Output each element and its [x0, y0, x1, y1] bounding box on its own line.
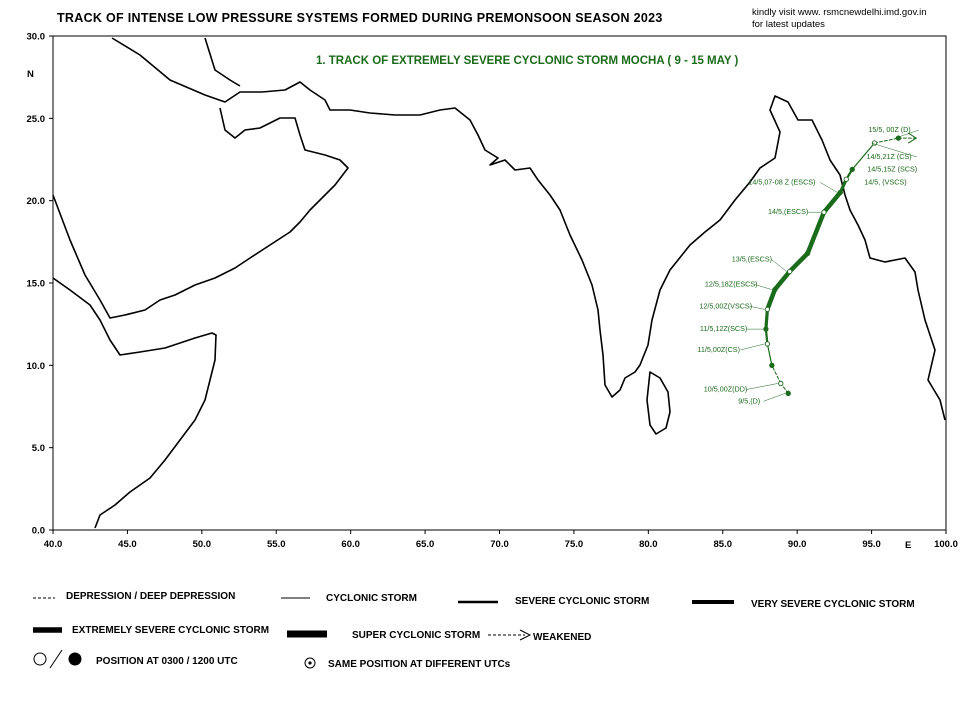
track-point	[821, 209, 827, 215]
x-tick-label: 55.0	[267, 539, 286, 550]
x-tick-label: 90.0	[788, 539, 807, 550]
track-label-leader	[740, 343, 765, 351]
x-tick-label: 100.0	[934, 539, 958, 550]
track-point	[843, 176, 849, 182]
track-point-label: 14/5,(ESCS)	[768, 207, 808, 216]
track-point-label: 10/5,00Z(DD)	[704, 384, 748, 393]
track-weakened-arrow	[907, 132, 918, 144]
x-tick-label: 40.0	[44, 539, 63, 550]
legend-same-position: SAME POSITION AT DIFFERENT UTCs	[328, 659, 511, 670]
chart-subtitle: 1. TRACK OF EXTREMELY SEVERE CYCLONIC ST…	[316, 55, 739, 67]
track-point	[772, 286, 778, 293]
track-segment	[765, 287, 778, 312]
track-point	[778, 380, 784, 387]
track-point	[895, 135, 902, 141]
track-label-leader	[895, 129, 919, 139]
legend-depression: DEPRESSION / DEEP DEPRESSION	[66, 591, 235, 602]
x-tick-label: 85.0	[714, 539, 733, 550]
legend-escs: EXTREMELY SEVERE CYCLONIC STORM	[72, 625, 269, 636]
track-point-label: 14/5, (VSCS)	[864, 177, 906, 186]
y-tick-label: 30.0	[27, 32, 46, 43]
plot-frame	[52, 35, 947, 531]
track-label-leader	[755, 284, 772, 290]
x-axis-label: E	[905, 540, 911, 551]
legend-sucs: SUPER CYCLONIC STORM	[352, 630, 480, 641]
track-label-leader	[746, 383, 778, 390]
legend-scs: SEVERE CYCLONIC STORM	[515, 596, 649, 607]
y-axis: 0.0 5.0 10.0 15.0 20.0 25.0 30.0	[27, 32, 53, 537]
x-tick-label: 65.0	[416, 539, 435, 550]
track-point	[763, 326, 769, 332]
y-tick-label: 5.0	[32, 443, 45, 454]
track-point-label: 14/5,21Z (CS)	[867, 152, 912, 161]
track-point	[837, 189, 843, 196]
x-tick-label: 50.0	[193, 539, 212, 550]
track-label-leader	[749, 306, 765, 310]
track-point	[849, 166, 855, 173]
track-point	[769, 362, 775, 368]
track-segment	[787, 251, 810, 274]
track-point-label: 11/5,00Z(CS)	[697, 345, 740, 354]
legend-filled-circle	[68, 652, 82, 666]
website-note-line1: kindly visit www. rsmcnewdelhi.imd.gov.i…	[752, 7, 927, 18]
track-point	[764, 306, 771, 312]
legend-same-position-dot	[308, 661, 312, 665]
y-tick-label: 20.0	[27, 196, 46, 207]
cyclone-track: 9/5,(D) 10/5,00Z(DD) 11/5,00Z(CS) 11/5,12Z(…	[697, 125, 919, 405]
x-tick-label: 75.0	[565, 539, 584, 550]
legend-position: POSITION AT 0300 / 1200 UTC	[96, 656, 238, 667]
track-point-label: 12/5,00Z(VSCS)	[699, 301, 752, 310]
legend-weakened: WEAKENED	[533, 632, 591, 643]
legend-same-position-circle	[304, 657, 316, 669]
track-segment	[805, 209, 827, 256]
coastline-basemap	[52, 37, 946, 529]
track-label-leader	[763, 393, 786, 402]
track-label-leader	[771, 259, 787, 272]
legend-vscs: VERY SEVERE CYCLONIC STORM	[751, 599, 915, 610]
track-point	[764, 341, 771, 347]
track-segment	[771, 364, 782, 384]
legend-weakened-arrow	[519, 629, 532, 641]
y-axis-label: N	[27, 69, 34, 80]
x-tick-label: 80.0	[639, 539, 658, 550]
track-segment	[766, 343, 773, 366]
page-title: TRACK OF INTENSE LOW PRESSURE SYSTEMS FO…	[57, 11, 663, 25]
website-note-line2: for latest updates	[752, 19, 825, 30]
track-label-leader	[820, 182, 838, 193]
y-tick-label: 0.0	[32, 526, 45, 537]
y-tick-label: 15.0	[27, 279, 46, 290]
track-point	[785, 390, 791, 396]
track-segment	[851, 142, 876, 170]
legend-open-circle	[33, 652, 47, 666]
track-segment	[874, 137, 899, 144]
legend-slash	[49, 649, 63, 669]
x-tick-label: 95.0	[862, 539, 881, 550]
track-segment	[821, 190, 843, 215]
track-label-leader	[871, 142, 918, 158]
x-tick-label: 45.0	[118, 539, 137, 550]
y-tick-label: 25.0	[27, 114, 46, 125]
track-point-label: 14/5,07-08 Z (ESCS)	[748, 177, 815, 186]
track-point	[787, 268, 793, 275]
legend: DEPRESSION / DEEP DEPRESSION CYCLONIC ST…	[33, 591, 915, 670]
track-segment	[764, 307, 770, 331]
track-point-label: 15/5, 00Z (D)	[868, 125, 910, 134]
x-tick-label: 70.0	[490, 539, 509, 550]
track-point-label: 11/5,12Z(SCS)	[700, 324, 747, 333]
track-point	[804, 250, 811, 257]
track-point-label: 9/5,(D)	[738, 396, 760, 405]
track-segment	[772, 269, 792, 292]
x-axis: 40.0 45.0 50.0 55.0 60.0 65.0 70.0 75.0 80.0 85.0…	[44, 530, 958, 550]
website-note: kindly visit www. rsmcnewdelhi.imd.gov.i…	[752, 7, 927, 31]
track-point-label: 12/5,18Z(ESCS)	[705, 280, 758, 289]
track-point-label: 13/5,(ESCS)	[732, 254, 772, 263]
track-point-label: 14/5,15Z (SCS)	[867, 164, 917, 173]
legend-cs: CYCLONIC STORM	[326, 593, 417, 604]
y-tick-label: 10.0	[27, 361, 46, 372]
x-tick-label: 60.0	[341, 539, 360, 550]
